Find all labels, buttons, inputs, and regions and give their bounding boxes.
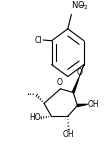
Text: O: O — [56, 78, 62, 87]
Text: −: − — [78, 1, 84, 10]
Text: Cl: Cl — [35, 35, 42, 45]
Text: OH: OH — [62, 130, 74, 139]
Text: OH: OH — [87, 100, 99, 109]
Text: HO: HO — [29, 113, 40, 122]
Text: $\mathregular{NO_2}$: $\mathregular{NO_2}$ — [71, 0, 88, 12]
Text: •••: ••• — [26, 92, 34, 97]
Polygon shape — [72, 79, 78, 93]
Text: O: O — [75, 68, 81, 77]
Polygon shape — [77, 104, 87, 107]
